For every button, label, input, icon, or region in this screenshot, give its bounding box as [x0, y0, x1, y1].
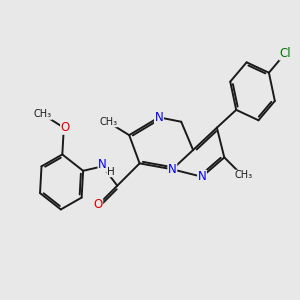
- Text: O: O: [61, 121, 70, 134]
- Text: CH₃: CH₃: [34, 109, 52, 119]
- Text: N: N: [168, 163, 177, 176]
- Text: N: N: [198, 170, 206, 183]
- Text: O: O: [93, 199, 103, 212]
- Text: H: H: [107, 167, 115, 177]
- Text: CH₃: CH₃: [235, 170, 253, 180]
- Text: CH₃: CH₃: [99, 117, 118, 127]
- Text: N: N: [98, 158, 107, 171]
- Text: N: N: [154, 111, 163, 124]
- Text: Cl: Cl: [279, 47, 291, 60]
